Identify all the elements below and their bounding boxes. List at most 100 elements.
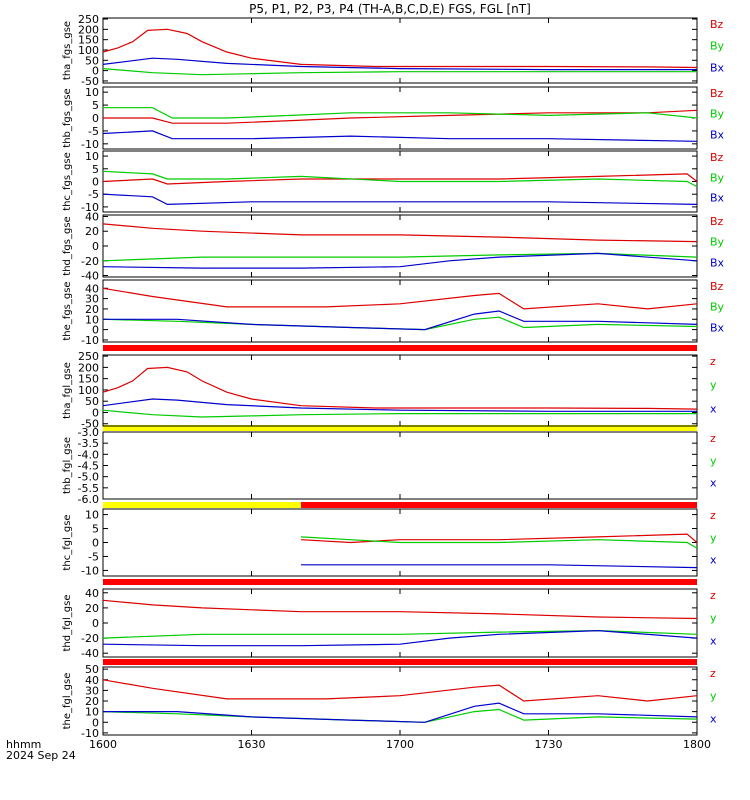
time-format-label: hhmm bbox=[6, 738, 42, 751]
date-label: 2024 Sep 24 bbox=[6, 749, 76, 762]
legend-6-y: y bbox=[710, 454, 717, 467]
ytick-label-5-4: 150 bbox=[78, 373, 99, 386]
series-line-7-x bbox=[301, 564, 698, 569]
ytick-label-3-1: -20 bbox=[81, 255, 99, 268]
ylabel-1: thb_fgs_gse bbox=[62, 88, 73, 147]
series-line-1-By bbox=[103, 107, 698, 119]
panel-frame-0 bbox=[102, 17, 698, 84]
ytick-label-2-0: -10 bbox=[81, 201, 99, 214]
ytick-label-1-2: 0 bbox=[92, 112, 99, 125]
legend-5-z: z bbox=[710, 355, 716, 368]
series-line-4-Bx bbox=[103, 310, 698, 331]
ytick-label-6-5: -3.5 bbox=[78, 437, 99, 450]
legend-7-y: y bbox=[710, 531, 717, 544]
ytick-label-1-4: 10 bbox=[85, 86, 99, 99]
legend-3-Bz: Bz bbox=[710, 215, 724, 228]
ytick-label-6-4: -4.0 bbox=[78, 448, 99, 461]
series-line-4-By bbox=[102, 316, 698, 331]
ylabel-4: the_fgs_gse bbox=[62, 281, 73, 340]
series-line-5-x bbox=[102, 398, 697, 412]
ytick-label-0-3: 100 bbox=[78, 44, 99, 57]
xtick-label-1: 1630 bbox=[238, 738, 266, 751]
series-line-8-x bbox=[102, 629, 698, 647]
ylabel-5: tha_fgl_gse bbox=[62, 362, 73, 419]
ytick-label-3-4: 40 bbox=[85, 210, 99, 223]
legend-3-By: By bbox=[710, 236, 725, 249]
status-bar-segment-2-0 bbox=[103, 502, 301, 508]
legend-9-x: x bbox=[710, 712, 717, 725]
series-line-5-y bbox=[102, 409, 697, 418]
legend-5-x: x bbox=[710, 402, 717, 415]
ylabel-9: the_fgl_gse bbox=[62, 673, 73, 730]
status-bar-segment-3-0 bbox=[103, 579, 697, 585]
legend-8-x: x bbox=[710, 634, 717, 647]
series-line-5-z bbox=[102, 366, 698, 410]
xtick-label-4: 1800 bbox=[683, 738, 711, 751]
ytick-label-8-0: -40 bbox=[81, 647, 99, 660]
status-bar-segment-1-0 bbox=[103, 425, 697, 431]
legend-8-y: y bbox=[710, 612, 717, 625]
series-line-3-Bz bbox=[102, 223, 698, 243]
legend-0-By: By bbox=[710, 40, 725, 53]
legend-2-By: By bbox=[710, 171, 725, 184]
status-bar-segment-2-1 bbox=[301, 502, 697, 508]
legend-6-x: x bbox=[710, 477, 717, 490]
xtick-label-3: 1730 bbox=[535, 738, 563, 751]
ytick-label-5-3: 100 bbox=[78, 384, 99, 397]
ylabel-7: thc_fgl_gse bbox=[62, 514, 73, 570]
ytick-label-5-2: 50 bbox=[85, 395, 99, 408]
series-line-8-z bbox=[102, 599, 698, 620]
ytick-label-2-1: -5 bbox=[88, 188, 99, 201]
legend-1-Bx: Bx bbox=[710, 128, 725, 141]
xtick-label-2: 1700 bbox=[386, 738, 414, 751]
ytick-label-9-1: 0 bbox=[92, 716, 99, 729]
ytick-label-0-1: 0 bbox=[92, 65, 99, 78]
legend-4-Bx: Bx bbox=[710, 321, 725, 334]
ytick-label-4-3: 20 bbox=[85, 303, 99, 316]
status-bar-segment-0-0 bbox=[103, 345, 697, 351]
ytick-label-6-1: -5.5 bbox=[78, 482, 99, 495]
ylabel-8: thd_fgl_gse bbox=[62, 595, 73, 652]
ytick-label-0-0: -50 bbox=[81, 75, 99, 88]
legend-3-Bx: Bx bbox=[710, 256, 725, 269]
legend-9-z: z bbox=[710, 667, 716, 680]
ytick-label-0-5: 200 bbox=[78, 23, 99, 36]
ytick-label-4-1: 0 bbox=[92, 324, 99, 337]
ytick-label-2-4: 10 bbox=[85, 150, 99, 163]
ytick-label-4-2: 10 bbox=[85, 313, 99, 326]
legend-9-y: y bbox=[710, 690, 717, 703]
legend-2-Bz: Bz bbox=[710, 151, 724, 164]
ytick-label-9-4: 30 bbox=[85, 684, 99, 697]
legend-6-z: z bbox=[710, 432, 716, 445]
panel-frame-5 bbox=[102, 354, 698, 427]
ytick-label-5-0: -50 bbox=[81, 418, 99, 431]
series-line-9-z bbox=[102, 679, 698, 702]
ytick-label-2-3: 5 bbox=[92, 163, 99, 176]
series-line-0-Bx bbox=[102, 57, 697, 71]
ytick-label-6-6: -3.0 bbox=[78, 426, 99, 439]
legend-7-z: z bbox=[710, 509, 716, 522]
ylabel-0: tha_fgs_gse bbox=[62, 21, 73, 80]
ytick-label-4-5: 40 bbox=[85, 282, 99, 295]
legend-0-Bx: Bx bbox=[710, 61, 725, 74]
ytick-label-3-0: -40 bbox=[81, 270, 99, 283]
ytick-label-4-0: -10 bbox=[81, 334, 99, 347]
series-line-7-y bbox=[300, 536, 698, 549]
ytick-label-3-2: 0 bbox=[92, 240, 99, 253]
ytick-label-4-4: 30 bbox=[85, 293, 99, 306]
legend-1-By: By bbox=[710, 108, 725, 121]
series-line-3-Bx bbox=[102, 252, 698, 269]
ytick-label-1-3: 5 bbox=[92, 99, 99, 112]
ytick-label-6-2: -5.0 bbox=[78, 471, 99, 484]
ytick-label-0-4: 150 bbox=[78, 34, 99, 47]
ytick-label-9-6: 50 bbox=[85, 663, 99, 676]
ylabel-3: thd_fgs_gse bbox=[62, 216, 73, 275]
ytick-label-0-6: 250 bbox=[78, 13, 99, 26]
status-bar-segment-4-0 bbox=[103, 659, 697, 665]
ytick-label-9-2: 10 bbox=[85, 706, 99, 719]
ytick-label-1-0: -10 bbox=[81, 138, 99, 151]
legend-4-By: By bbox=[710, 301, 725, 314]
panel-frame-8 bbox=[102, 588, 698, 658]
panel-frame-6 bbox=[102, 431, 698, 500]
ytick-label-0-2: 50 bbox=[85, 54, 99, 67]
